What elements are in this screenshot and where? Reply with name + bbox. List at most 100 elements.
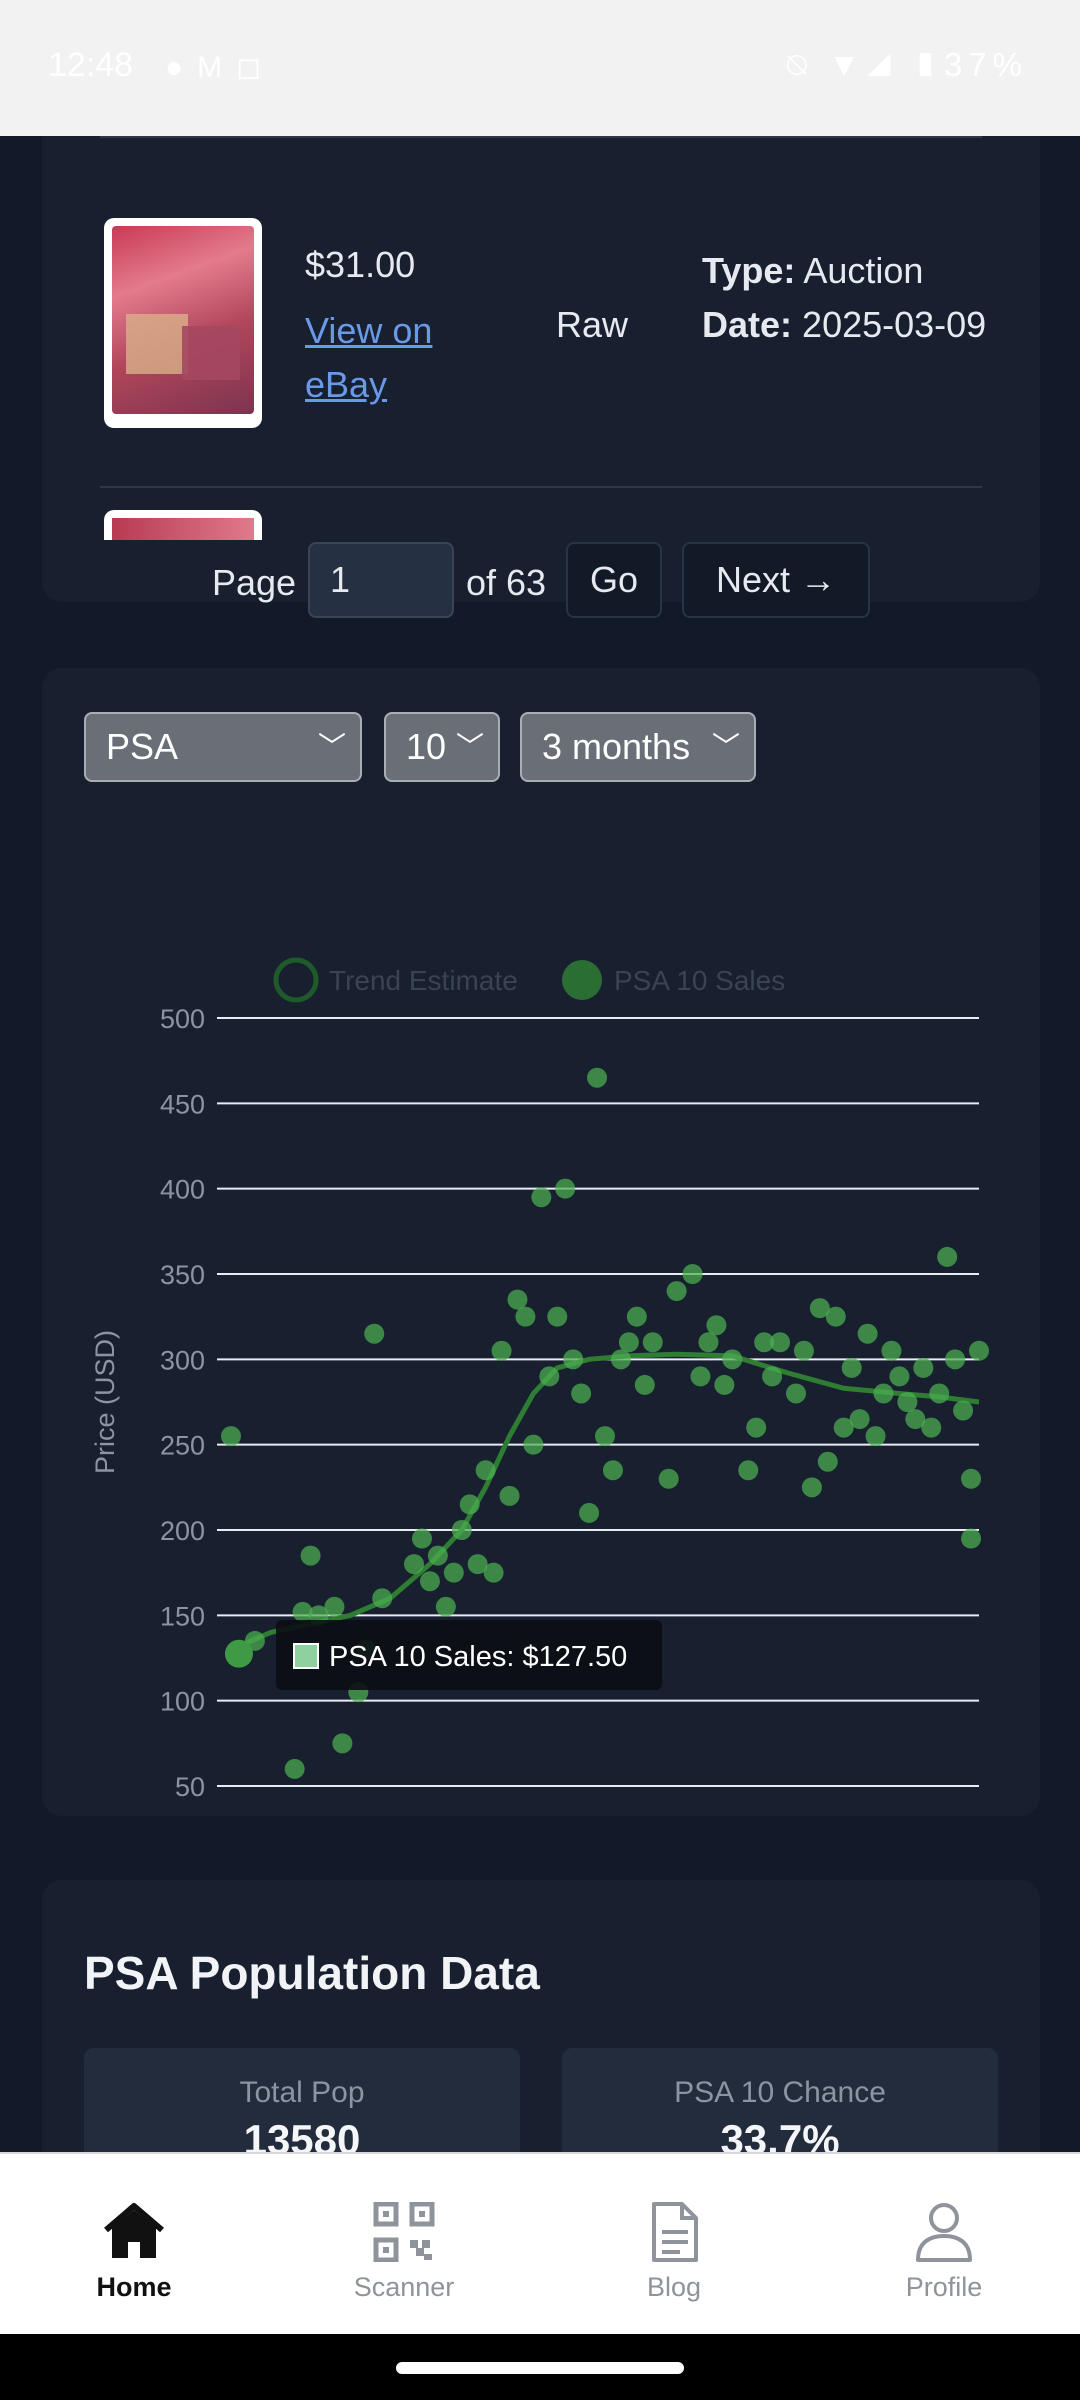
page-number-input[interactable]: 1	[308, 542, 454, 618]
user-icon	[916, 2203, 972, 2262]
home-indicator[interactable]	[396, 2362, 684, 2374]
range-select[interactable]: 3 months ﹀	[520, 712, 756, 782]
page-label: Page	[212, 562, 297, 603]
card-thumbnail[interactable]	[104, 218, 262, 428]
sale-point	[602, 1460, 623, 1481]
nav-profile[interactable]: Profile	[844, 2154, 1044, 2336]
sale-point	[300, 1545, 321, 1566]
home-icon	[104, 2203, 164, 2258]
chevron-down-icon: ﹀	[317, 731, 346, 762]
document-icon	[652, 2202, 698, 2262]
system-icons: ⍉ ▼◢ ▮37%	[787, 46, 1028, 85]
scroll-content[interactable]: $31.00 View on eBay Raw Type: Auction Da…	[0, 136, 1080, 2152]
date-label: Date:	[702, 304, 793, 345]
sale-point	[881, 1340, 902, 1361]
sale-point	[515, 1306, 536, 1327]
sale-point	[618, 1332, 639, 1353]
bottom-nav: Home Scanner Blog Profile	[0, 2152, 1080, 2336]
sale-point	[841, 1357, 862, 1378]
sale-point	[610, 1349, 631, 1370]
sale-meta: Type: Auction Date: 2025-03-09	[702, 244, 1002, 352]
sale-point	[857, 1323, 878, 1344]
sale-point	[364, 1323, 385, 1344]
grader-select[interactable]: PSA ﹀	[84, 712, 362, 782]
sale-point	[746, 1417, 767, 1438]
signal-icon: ◢	[866, 46, 898, 83]
next-card-thumbnail[interactable]	[104, 510, 262, 540]
price-chart[interactable]: 50100150200250300350400450500Jan 2025Feb…	[42, 668, 1040, 1816]
nav-scanner[interactable]: Scanner	[304, 2154, 504, 2336]
grade-select[interactable]: 10 ﹀	[384, 712, 500, 782]
tooltip-swatch	[293, 1643, 319, 1669]
sale-point	[722, 1349, 743, 1370]
view-on-ebay-link[interactable]: View on eBay	[305, 310, 433, 405]
type-label: Type:	[702, 250, 796, 291]
sale-point	[411, 1528, 432, 1549]
sale-point	[690, 1366, 711, 1387]
y-tick-label: 250	[160, 1431, 205, 1461]
sale-point	[762, 1366, 783, 1387]
sale-point	[714, 1374, 735, 1395]
notification-icons: ●M◻	[165, 50, 275, 85]
sale-point	[507, 1289, 528, 1310]
sale-point	[945, 1349, 966, 1370]
sale-point	[793, 1340, 814, 1361]
nav-profile-label: Profile	[905, 2272, 983, 2302]
bell-off-icon: ⍉	[786, 46, 813, 83]
sale-point	[372, 1588, 393, 1609]
sale-point	[889, 1366, 910, 1387]
y-tick-label: 200	[160, 1516, 205, 1546]
population-card: PSA Population Data Total Pop 13580 PSA …	[42, 1880, 1040, 2152]
sale-point	[905, 1409, 926, 1430]
sale-grade: Raw	[556, 304, 629, 345]
sale-point	[427, 1545, 448, 1566]
sale-point	[531, 1187, 552, 1208]
legend-sales-swatch	[562, 960, 602, 1000]
sale-point	[459, 1494, 480, 1515]
wifi-icon: ▼	[827, 46, 867, 83]
nav-blog[interactable]: Blog	[574, 2154, 774, 2336]
sale-point	[929, 1383, 950, 1404]
sale-point	[404, 1554, 425, 1575]
nav-blog-label: Blog	[646, 2272, 702, 2302]
sale-point	[642, 1332, 663, 1353]
chat-bubble-icon: ●	[165, 51, 198, 84]
next-page-button[interactable]: Next →	[682, 542, 870, 618]
y-tick-label: 150	[160, 1601, 205, 1631]
sale-point	[595, 1426, 615, 1447]
sale-point	[626, 1306, 647, 1327]
sale-point	[491, 1340, 512, 1361]
legend-trend-swatch	[273, 957, 319, 1003]
y-tick-label: 500	[160, 1004, 205, 1034]
battery-percent: 37%	[943, 46, 1028, 83]
status-time: 12:48	[48, 46, 134, 84]
sale-point	[539, 1366, 560, 1387]
y-tick-label: 100	[160, 1687, 205, 1717]
sale-point	[833, 1417, 854, 1438]
grade-value: 10	[406, 726, 447, 767]
sales-list-card: $31.00 View on eBay Raw Type: Auction Da…	[42, 136, 1040, 618]
sale-point	[682, 1264, 703, 1284]
sale-point	[785, 1383, 806, 1404]
sale-point	[467, 1554, 488, 1575]
sale-point	[825, 1306, 846, 1327]
sale-point	[961, 1528, 982, 1549]
grader-value: PSA	[106, 726, 179, 767]
sale-point	[666, 1281, 687, 1302]
sale-point	[961, 1468, 982, 1489]
type-value: Auction	[803, 250, 924, 291]
y-tick-label: 450	[160, 1089, 205, 1119]
instagram-icon: ◻	[236, 51, 276, 84]
card-image	[112, 226, 254, 414]
nav-home[interactable]: Home	[34, 2154, 234, 2336]
go-button[interactable]: Go	[566, 542, 662, 618]
row-divider	[100, 136, 982, 138]
price-chart-card: PSA ﹀ 10 ﹀ 3 months ﹀ 50 100 150 200 250 300 350 4…	[42, 668, 1040, 1816]
sale-point	[809, 1298, 830, 1319]
sale-point	[451, 1520, 472, 1540]
sale-point	[499, 1485, 520, 1506]
sale-point	[969, 1340, 989, 1361]
y-tick-label: 350	[160, 1260, 205, 1290]
total-pop-value: 13580	[243, 2116, 361, 2152]
sale-point	[897, 1392, 918, 1412]
